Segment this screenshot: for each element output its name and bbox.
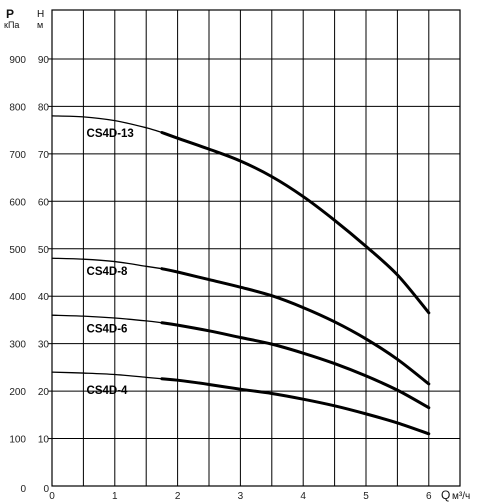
plot-frame: [48, 9, 461, 487]
series-line-cs4d-8-thin: [51, 257, 163, 270]
x-axis-label: Q: [441, 488, 450, 502]
y-pressure-tick-label: 600: [9, 197, 26, 208]
x-tick-label: 5: [363, 491, 369, 502]
y-pressure-tick-label: 200: [9, 387, 26, 398]
series-label-cs4d-13: CS4D-13: [87, 128, 134, 140]
y-head-tick-label: 60: [38, 197, 50, 208]
series-line-cs4d-6-thin: [51, 314, 163, 324]
y-head-tick-label: 10: [38, 435, 50, 446]
series-line-cs4d-8: [160, 267, 431, 386]
x-tick-label: 6: [426, 491, 432, 502]
y-pressure-tick-label: 800: [9, 102, 26, 113]
series-curves: CS4D-13 CS4D-8 CS4D-6 CS4D-4: [51, 115, 431, 436]
y-pressure-tick-label: 700: [9, 150, 26, 161]
y-head-tick-label: 80: [38, 102, 50, 113]
y-head-tick-label: 30: [38, 340, 50, 351]
series-label-cs4d-6: CS4D-6: [87, 324, 128, 336]
y-head-axis-label: Н: [37, 9, 44, 20]
series-label-cs4d-8: CS4D-8: [87, 266, 129, 278]
y-head-tick-label: 40: [38, 292, 50, 303]
x-tick-label: 4: [300, 491, 306, 502]
y-pressure-tick-label: 400: [9, 292, 26, 303]
series-label-cs4d-4: CS4D-4: [87, 385, 129, 397]
y-head-tick-label: 70: [38, 150, 50, 161]
series-line-cs4d-4-thin: [51, 371, 163, 380]
y-pressure-tick-label: 300: [9, 340, 26, 351]
series-line-cs4d-6: [160, 321, 431, 410]
y-pressure-axis-unit: кПа: [4, 20, 19, 30]
x-tick-label: 2: [175, 491, 181, 502]
y-pressure-axis-label: P: [6, 7, 14, 21]
y-pressure-tick-label: 900: [9, 55, 26, 66]
y-head-tick-label: 90: [38, 55, 50, 66]
series-line-cs4d-13: [160, 131, 431, 315]
x-axis-unit: м³/ч: [452, 491, 470, 502]
y-head-axis-unit: м: [37, 20, 43, 30]
y-pressure-tick-label: 100: [9, 435, 26, 446]
y-head-tick-label: 50: [38, 245, 50, 256]
series-line-cs4d-13-thin: [51, 115, 163, 134]
x-tick-label: 3: [238, 491, 244, 502]
grid: [52, 10, 460, 486]
series-line-cs4d-4: [160, 377, 431, 436]
plot-border: [51, 9, 461, 487]
y-head-tick-label: 0: [43, 484, 49, 495]
y-pressure-tick-label: 500: [9, 245, 26, 256]
x-tick-label: 0: [49, 491, 55, 502]
x-tick-label: 1: [112, 491, 118, 502]
y-head-tick-label: 20: [38, 387, 50, 398]
y-pressure-tick-label: 0: [20, 484, 26, 495]
tick-labels: 0 1 2 3 4 5 6 10 20 30 40 50 60 70 80 90 100 200 300 400 500…: [9, 55, 432, 502]
